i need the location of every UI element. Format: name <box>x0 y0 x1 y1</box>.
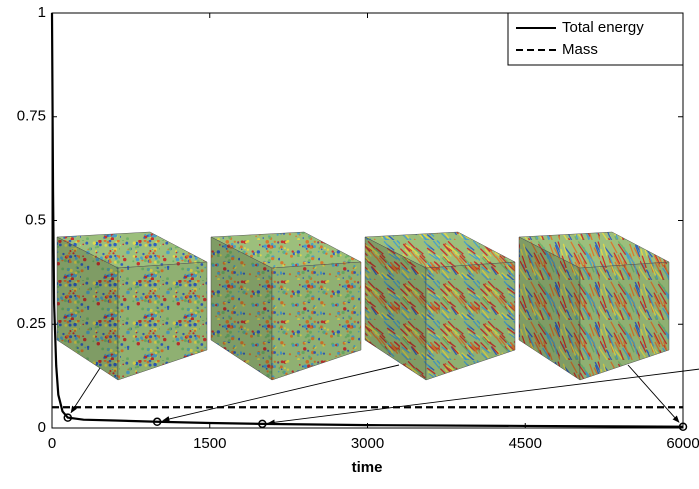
chart: time 0 0.25 0.5 0.75 1 0 1500 3000 4500 6000 Total… <box>0 0 699 484</box>
y-tick-label: 0.25 <box>17 315 46 332</box>
x-tick-label: 3000 <box>351 435 384 452</box>
x-tick-label: 6000 <box>666 435 699 452</box>
legend-label: Total energy <box>562 19 644 36</box>
y-tick-label: 0.75 <box>17 108 46 125</box>
legend-label: Mass <box>562 41 598 58</box>
x-tick-label: 4500 <box>509 435 542 452</box>
y-tick-label: 1 <box>38 4 46 21</box>
x-tick-label: 0 <box>48 435 56 452</box>
x-axis-label: time <box>352 459 383 476</box>
y-tick-label: 0.5 <box>25 211 46 228</box>
page: {"chart_data": {"type": "line", "x_label… <box>0 0 699 489</box>
x-tick-label: 1500 <box>193 435 226 452</box>
y-tick-label: 0 <box>38 419 46 436</box>
